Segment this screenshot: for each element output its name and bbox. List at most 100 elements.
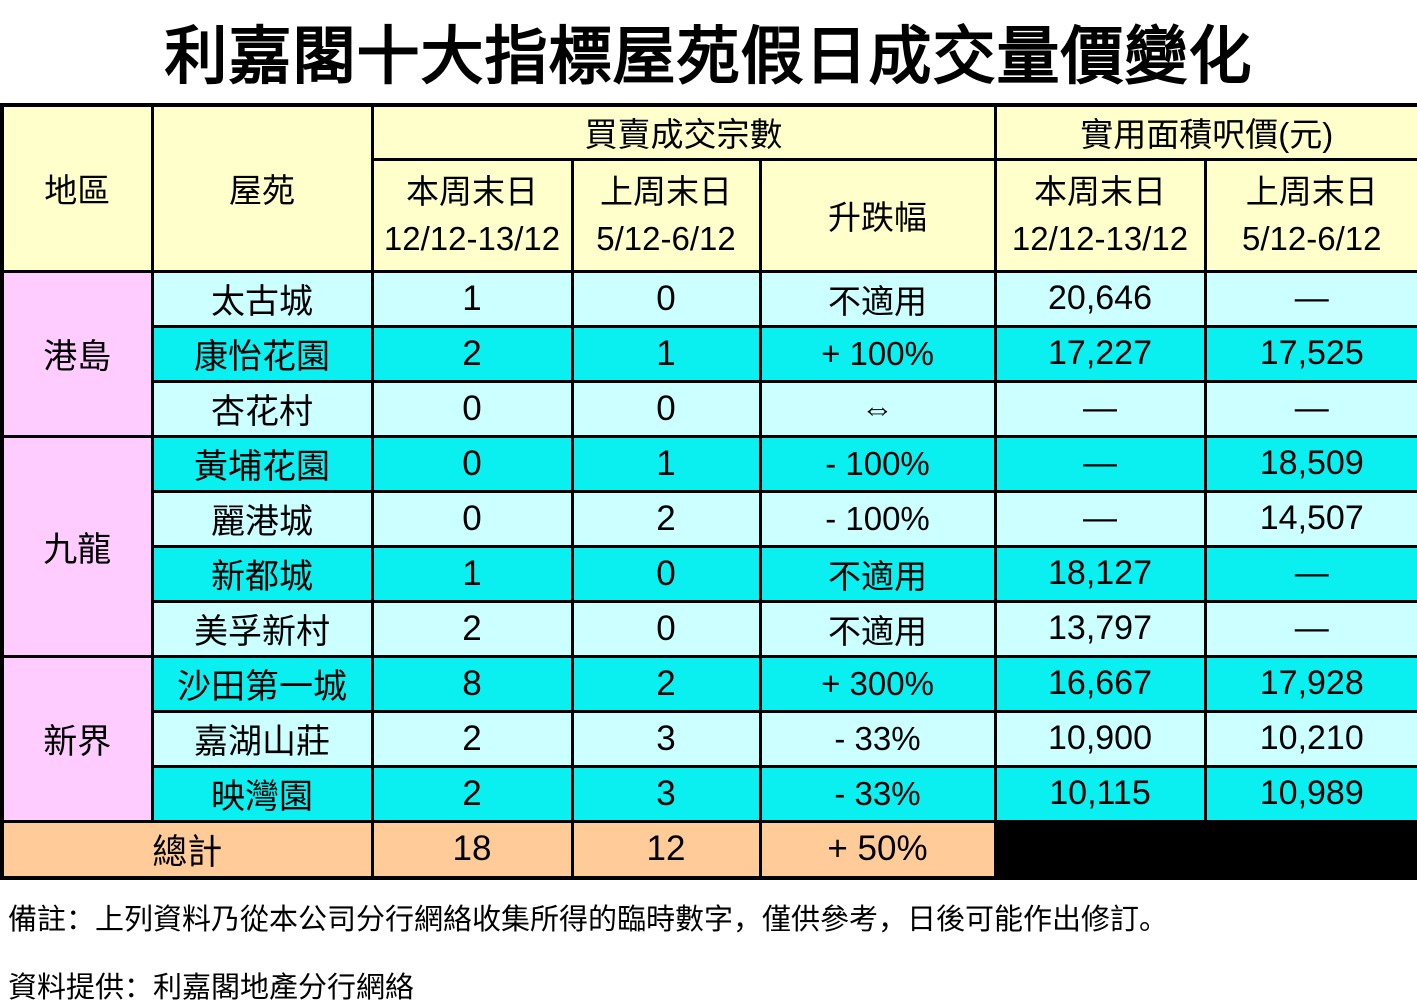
tx-this-cell: 2 (372, 326, 572, 381)
header-price-last-weekend-dates: 5/12-6/12 (1207, 222, 1417, 255)
change-cell: - 33% (760, 766, 995, 821)
tx-last-cell: 1 (572, 436, 760, 491)
tx-this-cell: 2 (372, 711, 572, 766)
header-change: 升跌幅 (760, 159, 995, 271)
header-transactions-group: 買賣成交宗數 (372, 105, 995, 159)
tx-last-cell: 0 (572, 546, 760, 601)
estate-cell: 杏花村 (152, 381, 372, 436)
region-cell-hk-island: 港島 (2, 271, 152, 436)
estate-table: 地區 屋苑 買賣成交宗數 實用面積呎價(元) 本周末日 12/12-13/12 … (0, 103, 1417, 880)
total-tx-last-cell: 12 (572, 821, 760, 878)
change-cell: + 100% (760, 326, 995, 381)
tx-this-cell: 0 (372, 436, 572, 491)
estate-cell: 映灣園 (152, 766, 372, 821)
price-last-cell: 18,509 (1205, 436, 1417, 491)
price-this-cell: 10,115 (995, 766, 1205, 821)
footnotes: 備註：上列資料乃從本公司分行網絡收集所得的臨時數字，僅供參考，日後可能作出修訂。… (0, 896, 1417, 1006)
price-last-cell: 17,928 (1205, 656, 1417, 711)
total-label-cell: 總計 (2, 821, 372, 878)
header-tx-last-weekend: 上周末日 5/12-6/12 (572, 159, 760, 271)
tx-this-cell: 2 (372, 601, 572, 656)
header-estate: 屋苑 (152, 105, 372, 271)
table-row: 港島 太古城 1 0 不適用 20,646 — (2, 271, 1417, 326)
price-this-cell: — (995, 491, 1205, 546)
header-price-last-weekend-label: 上周末日 (1207, 175, 1417, 208)
estate-cell: 康怡花園 (152, 326, 372, 381)
table-row: 杏花村 0 0 ⇔ — — (2, 381, 1417, 436)
estate-cell: 美孚新村 (152, 601, 372, 656)
tx-last-cell: 0 (572, 271, 760, 326)
tx-last-cell: 2 (572, 491, 760, 546)
estate-cell: 新都城 (152, 546, 372, 601)
change-cell: - 100% (760, 436, 995, 491)
header-region: 地區 (2, 105, 152, 271)
change-cell: 不適用 (760, 546, 995, 601)
header-price-this-weekend: 本周末日 12/12-13/12 (995, 159, 1205, 271)
price-last-cell: 10,210 (1205, 711, 1417, 766)
change-cell: - 100% (760, 491, 995, 546)
total-change-cell: + 50% (760, 821, 995, 878)
estate-cell: 黃埔花園 (152, 436, 372, 491)
tx-this-cell: 0 (372, 491, 572, 546)
table-row: 九龍 黃埔花園 0 1 - 100% — 18,509 (2, 436, 1417, 491)
header-tx-this-weekend-label: 本周末日 (374, 175, 571, 208)
header-price-last-weekend: 上周末日 5/12-6/12 (1205, 159, 1417, 271)
table-row: 新都城 1 0 不適用 18,127 — (2, 546, 1417, 601)
header-price-group: 實用面積呎價(元) (995, 105, 1417, 159)
price-this-cell: 10,900 (995, 711, 1205, 766)
tx-this-cell: 8 (372, 656, 572, 711)
price-last-cell: 14,507 (1205, 491, 1417, 546)
price-last-cell: 10,989 (1205, 766, 1417, 821)
tx-this-cell: 2 (372, 766, 572, 821)
header-price-this-weekend-dates: 12/12-13/12 (997, 222, 1204, 255)
page-title: 利嘉閣十大指標屋苑假日成交量價變化 (0, 0, 1417, 103)
tx-last-cell: 2 (572, 656, 760, 711)
price-this-cell: 17,227 (995, 326, 1205, 381)
remark-note: 備註：上列資料乃從本公司分行網絡收集所得的臨時數字，僅供參考，日後可能作出修訂。 (8, 896, 1417, 938)
table-row: 美孚新村 2 0 不適用 13,797 — (2, 601, 1417, 656)
total-tx-this-cell: 18 (372, 821, 572, 878)
table-row: 新界 沙田第一城 8 2 + 300% 16,667 17,928 (2, 656, 1417, 711)
tx-this-cell: 0 (372, 381, 572, 436)
change-cell: + 300% (760, 656, 995, 711)
header-price-this-weekend-label: 本周末日 (997, 175, 1204, 208)
change-cell: 不適用 (760, 601, 995, 656)
tx-this-cell: 1 (372, 271, 572, 326)
table-header: 地區 屋苑 買賣成交宗數 實用面積呎價(元) 本周末日 12/12-13/12 … (2, 105, 1417, 271)
region-cell-kowloon: 九龍 (2, 436, 152, 656)
table-row: 康怡花園 2 1 + 100% 17,227 17,525 (2, 326, 1417, 381)
header-tx-this-weekend-dates: 12/12-13/12 (374, 222, 571, 255)
price-last-cell: 17,525 (1205, 326, 1417, 381)
tx-last-cell: 1 (572, 326, 760, 381)
source-note: 資料提供：利嘉閣地產分行網絡 (8, 964, 1417, 1006)
estate-cell: 麗港城 (152, 491, 372, 546)
price-last-cell: — (1205, 381, 1417, 436)
price-this-cell: — (995, 381, 1205, 436)
table-row: 映灣園 2 3 - 33% 10,115 10,989 (2, 766, 1417, 821)
price-this-cell: 13,797 (995, 601, 1205, 656)
total-row: 總計 18 12 + 50% (2, 821, 1417, 878)
tx-last-cell: 0 (572, 601, 760, 656)
change-cell: - 33% (760, 711, 995, 766)
estate-cell: 沙田第一城 (152, 656, 372, 711)
header-tx-last-weekend-dates: 5/12-6/12 (574, 222, 759, 255)
change-cell: ⇔ (760, 381, 995, 436)
tx-last-cell: 0 (572, 381, 760, 436)
tx-last-cell: 3 (572, 766, 760, 821)
estate-cell: 太古城 (152, 271, 372, 326)
header-tx-this-weekend: 本周末日 12/12-13/12 (372, 159, 572, 271)
region-cell-new-territories: 新界 (2, 656, 152, 821)
price-last-cell: — (1205, 271, 1417, 326)
table-row: 麗港城 0 2 - 100% — 14,507 (2, 491, 1417, 546)
change-cell: 不適用 (760, 271, 995, 326)
price-last-cell: — (1205, 601, 1417, 656)
price-last-cell: — (1205, 546, 1417, 601)
header-tx-last-weekend-label: 上周末日 (574, 175, 759, 208)
price-this-cell: 20,646 (995, 271, 1205, 326)
tx-this-cell: 1 (372, 546, 572, 601)
estate-cell: 嘉湖山莊 (152, 711, 372, 766)
tx-last-cell: 3 (572, 711, 760, 766)
price-this-cell: — (995, 436, 1205, 491)
price-this-cell: 16,667 (995, 656, 1205, 711)
